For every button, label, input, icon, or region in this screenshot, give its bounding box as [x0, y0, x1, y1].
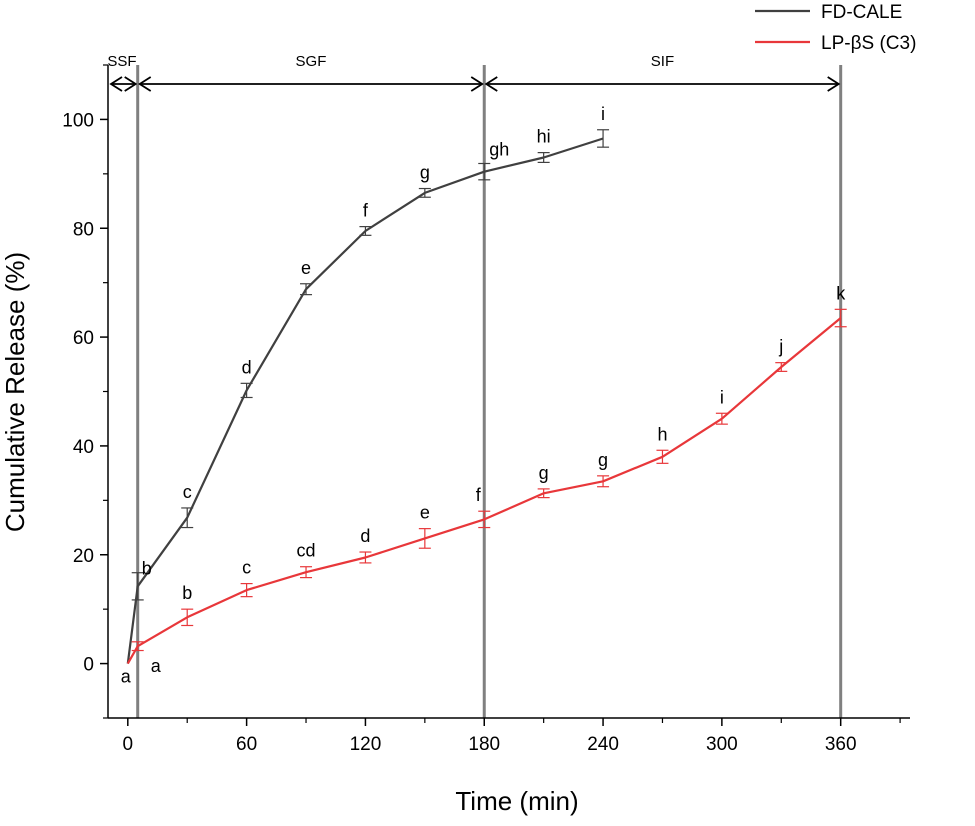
error-bar [131, 641, 144, 652]
phase-arrows: SSF SGF SIF [107, 53, 841, 92]
legend-label: LP-βS (C3) [821, 33, 916, 54]
significance-letter: e [301, 258, 311, 278]
y-tick-label: 60 [73, 328, 94, 349]
significance-letter: b [182, 583, 192, 603]
phase-label: SGF [296, 53, 327, 70]
y-tick-label: 40 [73, 437, 94, 458]
significance-letter: c [183, 482, 192, 502]
significance-letter: i [601, 104, 605, 124]
error-bar [359, 551, 372, 564]
arrow-head-left [109, 76, 123, 92]
significance-letter: hi [537, 127, 551, 147]
error-bar [181, 608, 194, 627]
error-bar [478, 162, 491, 181]
phase-arrow-ssf: SSF [107, 53, 138, 92]
error-bar [300, 283, 313, 296]
error-bar [131, 572, 144, 601]
error-bar [597, 475, 610, 488]
x-tick-label: 60 [236, 734, 257, 755]
arrow-head-right [470, 76, 484, 92]
error-bar [300, 566, 313, 579]
error-bar [715, 412, 728, 425]
error-bar [240, 382, 253, 399]
error-bar [537, 152, 550, 164]
arrow-head-right [827, 76, 841, 92]
arrow-head-left [138, 76, 152, 92]
error-bar [656, 449, 669, 464]
significance-letter: i [720, 387, 724, 407]
series-layer [126, 129, 847, 665]
legend-item-2: LP-βS (C3) [755, 33, 916, 54]
significance-letter: a [151, 656, 162, 676]
significance-letter: d [242, 357, 252, 377]
phase-arrow-sif: SIF [484, 53, 841, 92]
significance-letter: g [598, 450, 608, 470]
x-tick-label: 0 [123, 734, 134, 755]
series-line-1 [126, 137, 604, 664]
error-bar [537, 488, 550, 499]
error-bar [181, 507, 194, 529]
x-tick-label: 180 [468, 734, 500, 755]
significance-letter: g [420, 163, 430, 183]
significance-letter: b [142, 559, 152, 579]
series-line-2 [126, 317, 842, 665]
y-axis-title: Cumulative Release (%) [0, 252, 30, 532]
significance-letter: gh [489, 139, 509, 159]
error-bar [418, 528, 431, 549]
error-bar [775, 362, 788, 372]
y-tick-label: 100 [62, 110, 94, 131]
phase-arrow-sgf: SGF [138, 53, 484, 92]
error-bar [240, 582, 253, 598]
y-tick-label: 20 [73, 546, 94, 567]
phase-label: SIF [651, 53, 674, 70]
x-tick-label: 300 [706, 734, 738, 755]
significance-letter: cd [297, 541, 316, 561]
significance-letter: f [476, 485, 482, 505]
significance-letter: h [657, 424, 667, 444]
error-bar [597, 129, 610, 148]
error-bar [834, 308, 847, 328]
legend-label: FD-CALE [821, 2, 902, 23]
significance-letter: f [363, 201, 369, 221]
axes [107, 65, 910, 719]
arrow-head-left [484, 76, 498, 92]
significance-letter: a [121, 667, 132, 687]
x-tick-label: 120 [350, 734, 382, 755]
y-tick-label: 80 [73, 219, 94, 240]
significance-letter: j [778, 337, 783, 357]
significance-letter: e [420, 503, 430, 523]
error-bar [418, 187, 431, 198]
x-axis-title: Time (min) [455, 786, 578, 816]
significance-letter: k [836, 283, 846, 303]
legend: FD-CALE LP-βS (C3) [755, 2, 916, 54]
arrow-head-right [124, 76, 138, 92]
significance-letter: d [360, 526, 370, 546]
ticks: 0 60 120 180 240 300 360 0 20 40 60 80 100 [62, 64, 901, 755]
x-tick-label: 240 [587, 734, 619, 755]
x-tick-label: 360 [825, 734, 857, 755]
significance-letter: g [539, 463, 549, 483]
error-bar [359, 226, 372, 236]
significance-letter: c [242, 558, 251, 578]
legend-item-1: FD-CALE [755, 2, 902, 23]
phase-label: SSF [107, 53, 136, 70]
error-bar [478, 510, 491, 529]
y-tick-label: 0 [83, 655, 94, 676]
